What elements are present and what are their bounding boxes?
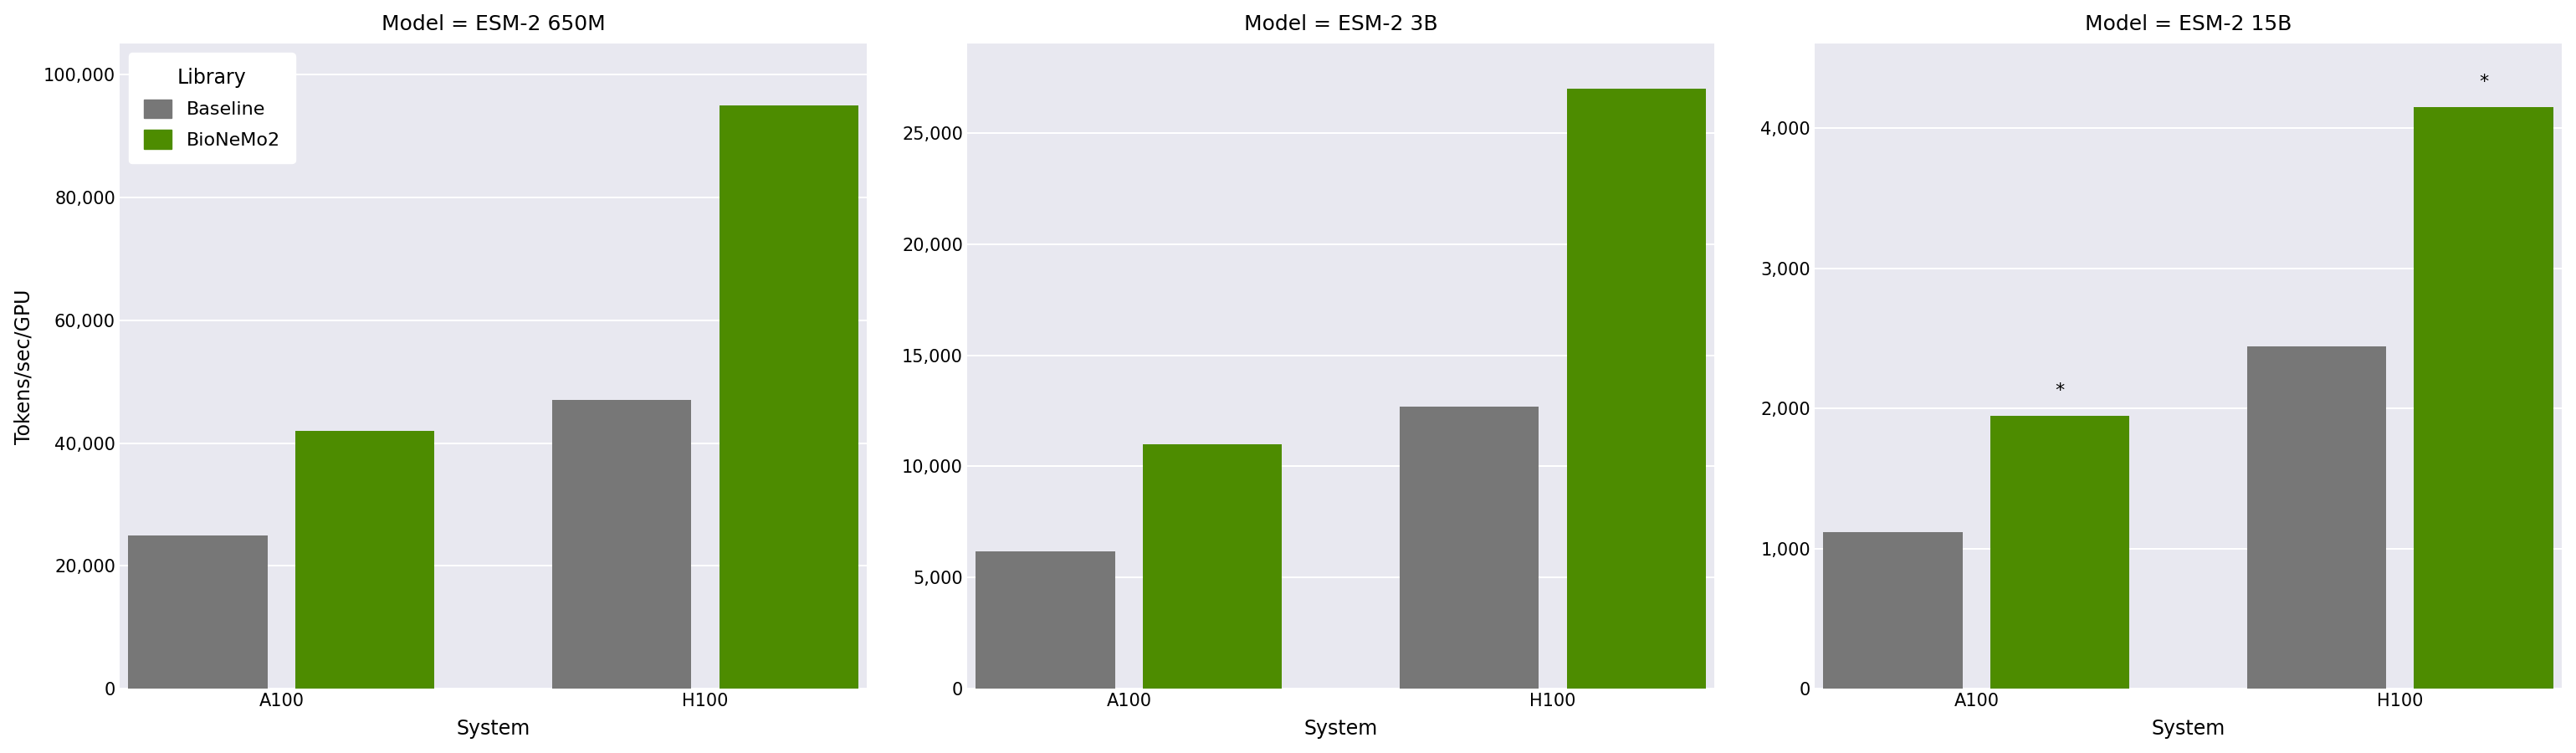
Bar xyxy=(551,400,690,689)
Title: Model = ESM-2 15B: Model = ESM-2 15B xyxy=(2084,14,2293,34)
X-axis label: System: System xyxy=(1303,719,1378,739)
Bar xyxy=(719,105,858,689)
Text: *: * xyxy=(2478,74,2488,91)
Bar xyxy=(2414,107,2553,689)
Text: *: * xyxy=(2056,383,2063,399)
Bar xyxy=(129,535,268,689)
Bar xyxy=(976,551,1115,689)
Bar xyxy=(2246,346,2385,689)
Bar xyxy=(1399,407,1538,689)
Y-axis label: Tokens/sec/GPU: Tokens/sec/GPU xyxy=(13,289,33,444)
Title: Model = ESM-2 650M: Model = ESM-2 650M xyxy=(381,14,605,34)
Bar xyxy=(1566,88,1705,689)
Bar xyxy=(1144,444,1283,689)
X-axis label: System: System xyxy=(456,719,531,739)
Bar xyxy=(1991,416,2130,689)
Bar xyxy=(1824,532,1963,689)
X-axis label: System: System xyxy=(2151,719,2226,739)
Bar xyxy=(296,431,435,689)
Legend: Baseline, BioNeMo2: Baseline, BioNeMo2 xyxy=(129,53,296,163)
Title: Model = ESM-2 3B: Model = ESM-2 3B xyxy=(1244,14,1437,34)
